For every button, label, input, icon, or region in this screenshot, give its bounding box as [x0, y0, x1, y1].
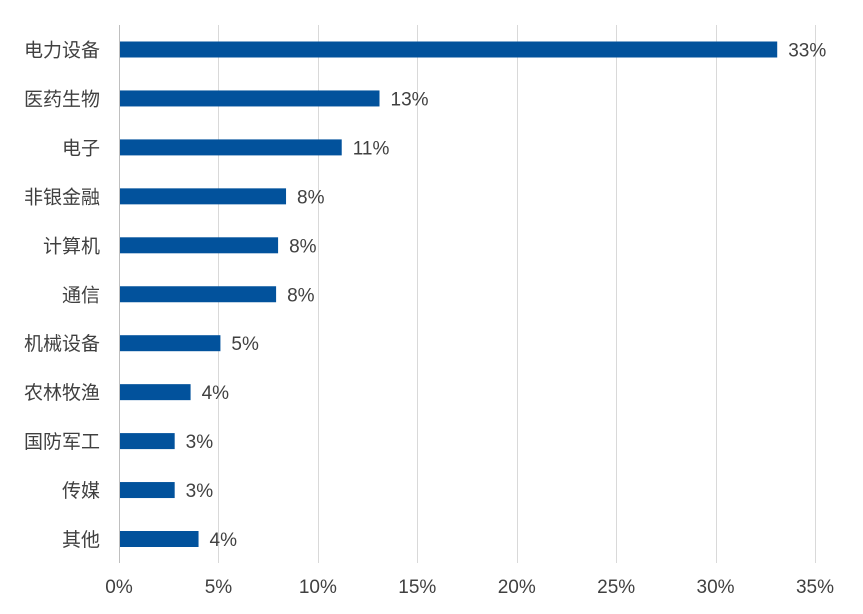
x-axis-tick-labels: 0% 5% 10% 15% 20% 25% 30% 35% [105, 577, 834, 598]
data-label: 3% [186, 432, 214, 453]
bar [120, 286, 277, 303]
category-label: 电力设备 [24, 40, 100, 62]
category-label: 机械设备 [24, 333, 100, 355]
x-tick-label: 15% [398, 577, 436, 598]
grid-lines [119, 25, 816, 563]
bar [120, 384, 191, 401]
category-label: 非银金融 [24, 186, 100, 208]
bar [120, 90, 380, 107]
x-tick-label: 35% [796, 577, 834, 598]
x-tick-label: 10% [299, 577, 337, 598]
x-tick-label: 5% [205, 577, 233, 598]
data-label: 3% [186, 481, 214, 502]
value-labels: 33% 13% 11% 8% 8% 8% 5% 4% 3% 3% 4% [186, 41, 827, 552]
data-label: 8% [287, 285, 315, 306]
bar [120, 237, 279, 254]
category-label: 国防军工 [24, 431, 100, 453]
bar [120, 188, 287, 205]
category-label: 传媒 [62, 480, 100, 502]
bar [120, 335, 221, 352]
bar [120, 41, 778, 58]
data-label: 4% [202, 383, 230, 404]
data-label: 4% [210, 530, 238, 551]
data-label: 33% [788, 41, 826, 62]
data-label: 8% [297, 187, 325, 208]
bar [120, 139, 342, 156]
data-label: 11% [353, 138, 390, 159]
category-label: 电子 [62, 137, 100, 159]
bars [120, 41, 778, 547]
x-tick-label: 25% [597, 577, 635, 598]
category-label: 其他 [62, 529, 100, 551]
bar [120, 482, 175, 499]
category-label: 农林牧渔 [24, 382, 100, 404]
data-label: 13% [391, 89, 429, 110]
x-tick-label: 20% [498, 577, 536, 598]
data-label: 8% [289, 236, 317, 257]
data-label: 5% [231, 334, 259, 355]
category-label: 通信 [62, 284, 100, 306]
bar [120, 531, 199, 547]
x-tick-label: 30% [697, 577, 735, 598]
x-tick-label: 0% [105, 577, 133, 598]
category-label: 医药生物 [24, 88, 100, 110]
bar [120, 433, 175, 450]
category-label: 计算机 [43, 235, 100, 257]
